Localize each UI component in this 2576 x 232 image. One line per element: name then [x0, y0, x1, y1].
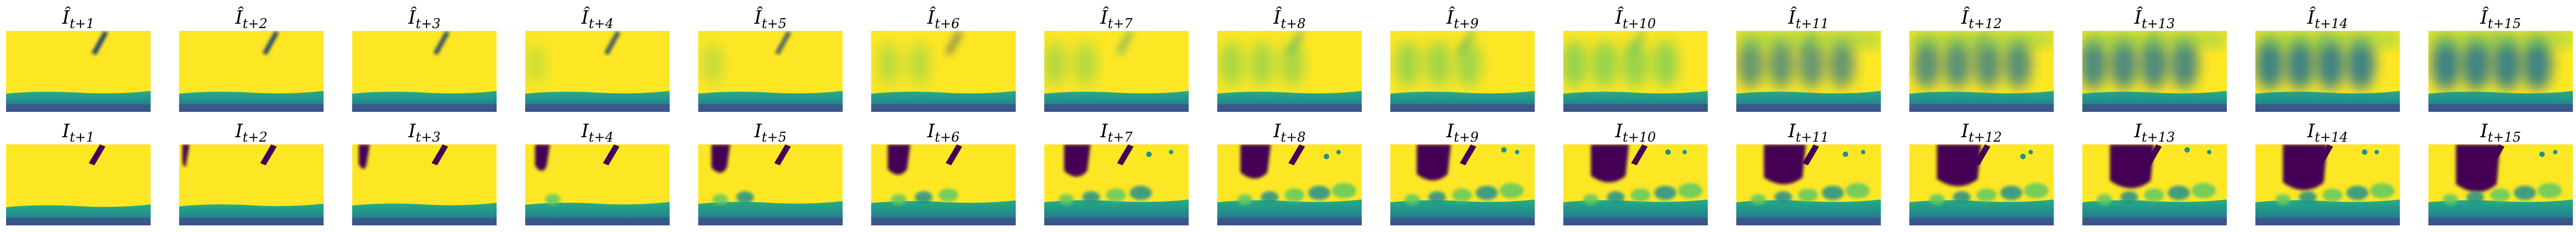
frame-panel-pred-4	[525, 31, 670, 112]
frame-panel-pred-10	[1563, 31, 1708, 112]
frame-title-pred-3: Ît+3	[408, 6, 440, 31]
frame-panel-gt-13	[2082, 144, 2227, 225]
frame-panel-gt-4	[525, 144, 670, 225]
frame-panel-pred-5	[698, 31, 843, 112]
frame-title-gt-14: It+14	[2307, 120, 2348, 145]
frame-title-gt-5: It+5	[754, 120, 786, 145]
frame-panel-pred-6	[871, 31, 1016, 112]
frame-title-gt-8: It+8	[1273, 120, 1305, 145]
frame-panel-pred-3	[352, 31, 497, 112]
frame-title-pred-4: Ît+4	[581, 6, 614, 31]
frame-title-gt-3: It+3	[408, 120, 440, 145]
frame-panel-gt-15	[2428, 144, 2573, 225]
frame-panel-pred-11	[1736, 31, 1881, 112]
frame-panel-gt-14	[2255, 144, 2400, 225]
frame-title-gt-7: It+7	[1100, 120, 1133, 145]
frame-title-gt-4: It+4	[581, 120, 614, 145]
frame-title-pred-1: Ît+1	[62, 6, 94, 31]
frame-panel-gt-6	[871, 144, 1016, 225]
frame-panel-gt-1	[6, 144, 151, 225]
frame-panel-gt-2	[179, 144, 324, 225]
frame-title-gt-6: It+6	[927, 120, 959, 145]
frame-title-pred-11: Ît+11	[1788, 6, 1829, 31]
frame-title-pred-14: Ît+14	[2307, 6, 2348, 31]
frame-panel-pred-1	[6, 31, 151, 112]
frame-title-pred-5: Ît+5	[754, 6, 786, 31]
frame-panel-gt-12	[1909, 144, 2054, 225]
panels-layer: Ît+1 Ît+2 Ît+3 Ît+4 Ît+5 Ît+6 Ît+7 Ît+8 Ît+9 Ît+1…	[6, 6, 2573, 225]
frame-panel-pred-15	[2428, 31, 2573, 112]
frame-panel-pred-13	[2082, 31, 2227, 112]
frame-title-gt-12: It+12	[1961, 120, 2002, 145]
frame-title-gt-10: It+10	[1615, 120, 1656, 145]
frame-title-pred-7: Ît+7	[1100, 6, 1133, 31]
frame-panel-gt-7	[1044, 144, 1189, 225]
frame-title-gt-2: It+2	[234, 120, 267, 145]
frame-panel-pred-14	[2255, 31, 2400, 112]
frame-title-pred-6: Ît+6	[927, 6, 959, 31]
frame-title-pred-2: Ît+2	[234, 6, 267, 31]
frame-title-pred-8: Ît+8	[1273, 6, 1305, 31]
frame-title-gt-1: It+1	[62, 120, 94, 145]
frame-panel-gt-9	[1390, 144, 1535, 225]
frame-title-pred-9: Ît+9	[1446, 6, 1479, 31]
frame-title-gt-11: It+11	[1788, 120, 1829, 145]
frame-panel-pred-7	[1044, 31, 1189, 112]
frame-title-pred-12: Ît+12	[1961, 6, 2002, 31]
frame-title-pred-15: Ît+15	[2480, 6, 2521, 31]
frame-title-pred-13: Ît+13	[2134, 6, 2175, 31]
frame-panel-gt-10	[1563, 144, 1708, 225]
frame-panel-pred-12	[1909, 31, 2054, 112]
frame-title-gt-15: It+15	[2480, 120, 2521, 145]
frame-title-gt-9: It+9	[1446, 120, 1479, 145]
frame-title-gt-13: It+13	[2134, 120, 2175, 145]
frame-title-pred-10: Ît+10	[1615, 6, 1656, 31]
frame-panel-pred-9	[1390, 31, 1535, 112]
frame-panel-gt-8	[1217, 144, 1362, 225]
frame-panel-gt-5	[698, 144, 843, 225]
frame-panel-gt-11	[1736, 144, 1881, 225]
frame-panel-pred-8	[1217, 31, 1362, 112]
frame-panel-pred-2	[179, 31, 324, 112]
frame-panel-gt-3	[352, 144, 497, 225]
